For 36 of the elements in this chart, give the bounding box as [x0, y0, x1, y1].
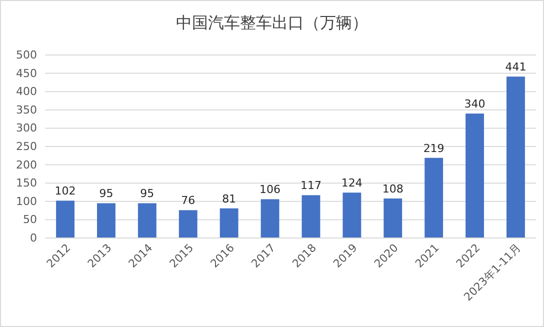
y-tick-label: 50 [23, 213, 37, 226]
data-label: 117 [300, 179, 322, 192]
bar [97, 203, 116, 238]
y-tick-label: 250 [16, 140, 37, 154]
y-tick-label: 400 [16, 85, 37, 98]
data-label: 124 [341, 176, 362, 190]
data-label: 108 [382, 182, 404, 196]
y-tick-label: 500 [16, 48, 37, 62]
data-label: 76 [181, 194, 196, 208]
y-tick-label: 150 [16, 176, 37, 190]
bar [56, 200, 74, 238]
bar [220, 208, 238, 238]
data-label: 441 [505, 60, 526, 74]
y-tick-label: 100 [16, 194, 37, 208]
data-label: 340 [464, 98, 486, 111]
data-label: 106 [260, 183, 281, 196]
y-tick-label: 350 [16, 103, 37, 116]
bar [260, 199, 280, 238]
bar [138, 203, 156, 238]
data-label: 95 [140, 187, 154, 200]
bar [302, 195, 320, 238]
chart-title: 中国汽车整车出口（万辆） [176, 13, 368, 32]
y-tick-label: 200 [16, 158, 37, 172]
y-tick-label: 450 [16, 66, 37, 80]
bar [424, 158, 444, 238]
data-label: 219 [423, 142, 444, 155]
bar [342, 192, 362, 238]
y-tick-label: 300 [16, 122, 37, 135]
data-label: 81 [222, 192, 236, 206]
data-label: 102 [54, 184, 76, 198]
y-tick-label: 0 [30, 232, 37, 245]
bar [178, 210, 198, 238]
bar [384, 198, 402, 238]
bar [466, 114, 484, 238]
bar [506, 76, 525, 238]
data-label: 95 [99, 187, 114, 200]
